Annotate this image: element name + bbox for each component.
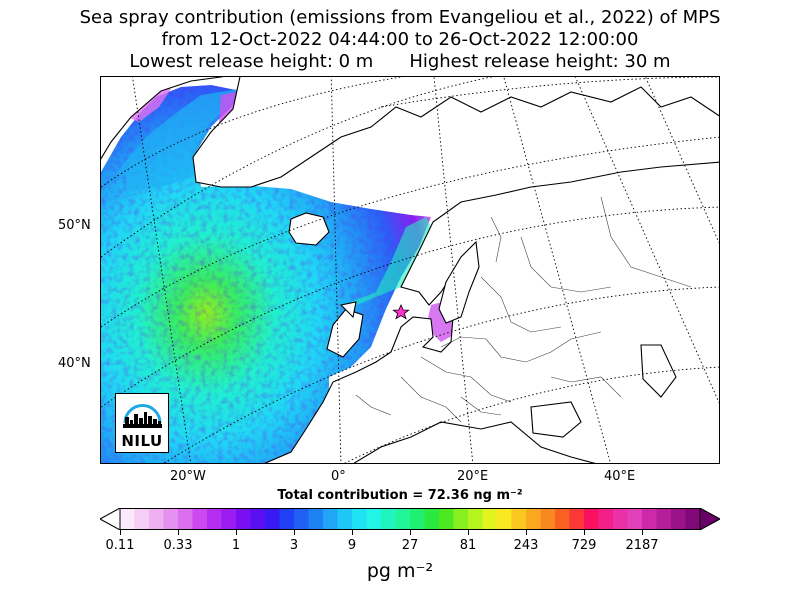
- colorbar-bin: [511, 508, 527, 530]
- colorbar-tick-mark: [236, 530, 237, 535]
- colorbar-bin: [221, 508, 237, 530]
- colorbar-tick-label: 1: [231, 538, 241, 553]
- map-panel: [100, 76, 720, 464]
- colorbar-bin: [120, 508, 135, 530]
- colorbar-bin: [671, 508, 686, 530]
- lon-label-20e: 20°E: [457, 469, 489, 484]
- colorbar-bin: [468, 508, 483, 530]
- colorbar-bin: [265, 508, 280, 530]
- colorbar-bin: [613, 508, 628, 530]
- colorbar-tick-mark: [468, 530, 469, 535]
- highest-release-height: Highest release height: 30 m: [409, 51, 671, 72]
- colorbar-bin: [656, 508, 672, 530]
- colorbar-bin: [453, 508, 469, 530]
- colorbar-tick-mark: [120, 530, 121, 535]
- lon-label-0: 0°: [331, 469, 346, 484]
- colorbar-tick-label: 27: [401, 538, 419, 553]
- nilu-logo-text: NILU: [121, 432, 163, 450]
- colorbar-bin: [192, 508, 208, 530]
- colorbar-tick-label: 3: [289, 538, 299, 553]
- map-title-line-2: from 12-Oct-2022 04:44:00 to 26-Oct-2022…: [161, 29, 639, 50]
- colorbar-bin: [323, 508, 338, 530]
- colorbar-bin: [381, 508, 396, 530]
- colorbar-bin: [149, 508, 164, 530]
- colorbar-tick-label: 243: [513, 538, 539, 553]
- colorbar-bin: [555, 508, 570, 530]
- coastlines: [101, 77, 719, 463]
- colorbar-bin: [497, 508, 512, 530]
- lat-label-40n: 40°N: [58, 356, 91, 371]
- colorbar-bin: [526, 508, 541, 530]
- map-title-line-3: Lowest release height: 0 m Highest releas…: [0, 52, 800, 72]
- nilu-logo: NILU: [115, 393, 169, 453]
- colorbar-tick-label: 81: [459, 538, 477, 553]
- colorbar-bin: [482, 508, 498, 530]
- colorbar-bin: [642, 508, 657, 530]
- colorbar-tick-mark: [352, 530, 353, 535]
- colorbar-bin: [540, 508, 556, 530]
- colorbar-tick-label: 729: [571, 538, 597, 553]
- colorbar-under-extend: [100, 508, 121, 530]
- colorbar-bin: [308, 508, 324, 530]
- lon-label-40e: 40°E: [604, 469, 636, 484]
- colorbar-tick-label: 2187: [625, 538, 659, 553]
- colorbar-bin: [584, 508, 599, 530]
- colorbar-bin: [294, 508, 309, 530]
- graticule: [101, 77, 719, 463]
- colorbar-over-extend: [699, 508, 720, 530]
- colorbar-bin: [569, 508, 585, 530]
- colorbar-bin: [627, 508, 643, 530]
- map-svg: [101, 77, 719, 463]
- colorbar: [100, 508, 720, 530]
- colorbar-tick-label: 0.11: [105, 538, 135, 553]
- colorbar-tick-mark: [526, 530, 527, 535]
- colorbar-tick-mark: [294, 530, 295, 535]
- lat-label-50n: 50°N: [58, 218, 91, 233]
- colorbar-frame: [119, 508, 701, 530]
- colorbar-bin: [163, 508, 179, 530]
- colorbar-bin: [598, 508, 614, 530]
- colorbar-bin: [439, 508, 454, 530]
- colorbar-bin: [395, 508, 411, 530]
- lowest-release-height: Lowest release height: 0 m: [129, 51, 374, 72]
- map-title-line-1: Sea spray contribution (emissions from E…: [79, 7, 721, 28]
- colorbar-bin: [424, 508, 440, 530]
- colorbar-bin: [236, 508, 251, 530]
- nilu-logo-icon: [123, 404, 162, 428]
- colorbar-units: pg m⁻²: [366, 560, 434, 582]
- colorbar-bin: [410, 508, 425, 530]
- colorbar-bin: [207, 508, 222, 530]
- colorbar-tick-mark: [584, 530, 585, 535]
- colorbar-bin: [250, 508, 266, 530]
- star-icon: [392, 304, 410, 320]
- colorbar-bin: [685, 508, 701, 530]
- total-contribution: Total contribution = 72.36 ng m⁻²: [277, 488, 523, 503]
- colorbar-tick-label: 0.33: [163, 538, 193, 553]
- colorbar-bin: [134, 508, 150, 530]
- country-borders: [355, 196, 692, 423]
- colorbar-tick-label: 9: [347, 538, 357, 553]
- colorbar-bin: [366, 508, 382, 530]
- colorbar-tick-mark: [642, 530, 643, 535]
- colorbar-tick-mark: [178, 530, 179, 535]
- colorbar-ticks: 0.11 0.33 1 3 9 27 81 243 729 2187: [0, 530, 800, 556]
- colorbar-bin: [337, 508, 353, 530]
- colorbar-tick-mark: [410, 530, 411, 535]
- colorbar-bin: [178, 508, 193, 530]
- lon-label-20w: 20°W: [170, 469, 206, 484]
- colorbar-bin: [352, 508, 367, 530]
- colorbar-bin: [279, 508, 295, 530]
